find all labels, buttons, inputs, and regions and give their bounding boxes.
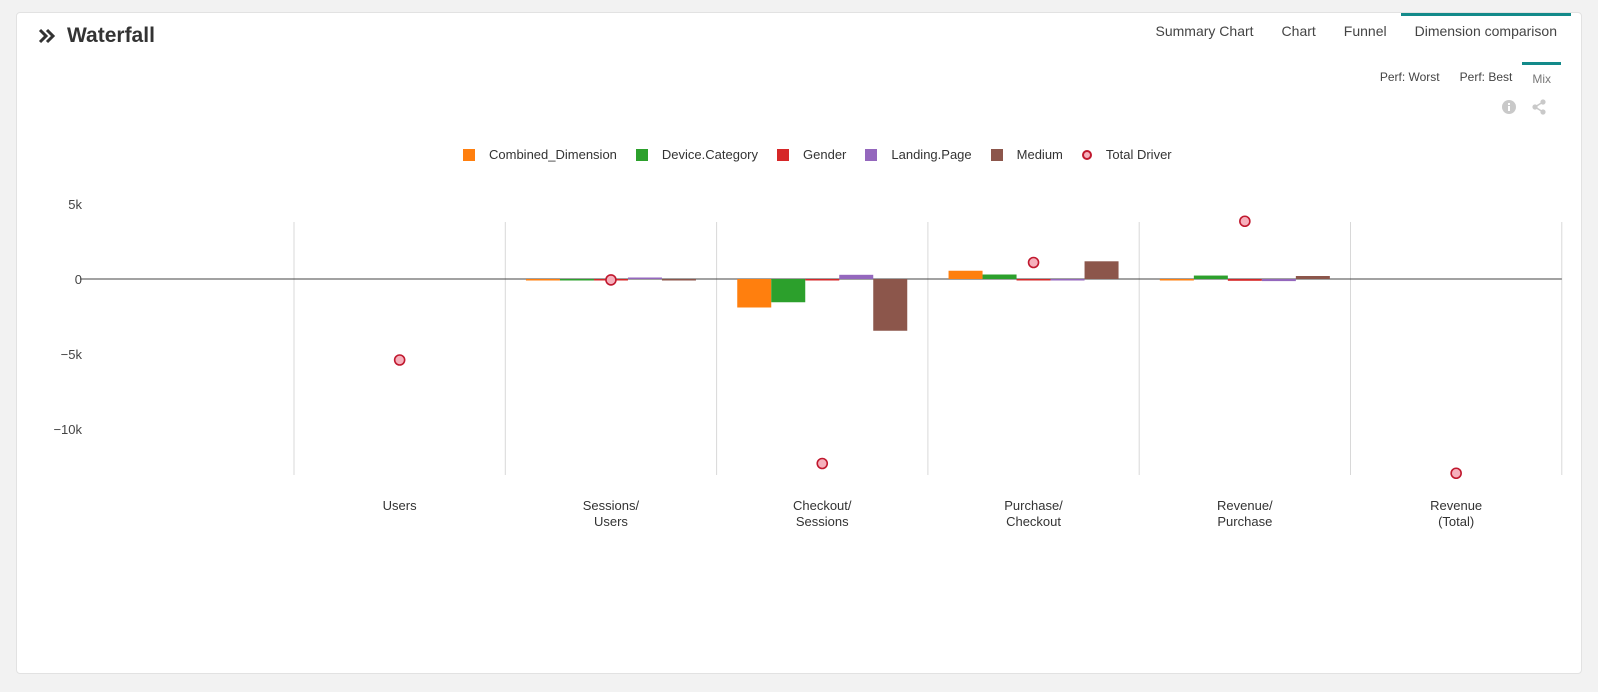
bar xyxy=(1193,275,1228,279)
bar xyxy=(1084,261,1119,279)
subtab-perf-best[interactable]: Perf: Best xyxy=(1459,70,1513,84)
y-tick-label: −10k xyxy=(53,422,82,437)
x-tick-label: Purchase/ xyxy=(1004,498,1063,513)
double-chevron-right-icon[interactable] xyxy=(37,26,57,46)
legend-label: Device.Category xyxy=(661,147,759,162)
legend-item-combined-dimension[interactable]: Combined_Dimension xyxy=(463,147,617,162)
bar xyxy=(1261,279,1296,282)
legend-label: Landing.Page xyxy=(891,147,972,162)
waterfall-card: Waterfall Summary Chart Chart Funnel Dim… xyxy=(16,12,1582,674)
bar xyxy=(1159,279,1194,281)
legend-item-medium[interactable]: Medium xyxy=(990,147,1063,162)
legend-item-device-category[interactable]: Device.Category xyxy=(635,147,759,162)
panel-title: Waterfall xyxy=(67,24,155,47)
x-tick-label: Sessions xyxy=(796,514,849,529)
legend-label: Combined_Dimension xyxy=(489,147,617,162)
tab-summary-chart[interactable]: Summary Chart xyxy=(1155,23,1254,39)
x-tick-label: Revenue/ xyxy=(1217,498,1273,513)
perf-subtabs: Perf: Worst Perf: Best Mix xyxy=(1370,62,1561,92)
x-tick-label: (Total) xyxy=(1438,514,1474,529)
bar xyxy=(1016,279,1051,281)
legend-item-gender[interactable]: Gender xyxy=(777,147,846,162)
total-driver-point xyxy=(1450,467,1462,480)
chart-tools xyxy=(1501,99,1547,115)
bar xyxy=(525,279,560,281)
legend-label: Total Driver xyxy=(1105,147,1172,162)
bar xyxy=(661,279,696,281)
tab-chart[interactable]: Chart xyxy=(1281,23,1316,39)
legend-marker xyxy=(1081,149,1092,160)
x-tick-label: Users xyxy=(594,514,628,529)
view-tabs: Summary Chart Chart Funnel Dimension com… xyxy=(1142,13,1571,63)
bar xyxy=(1227,279,1262,281)
bar xyxy=(559,279,594,281)
x-tick-label: Revenue xyxy=(1430,498,1482,513)
total-driver-point xyxy=(605,274,617,286)
subtab-mix[interactable]: Mix xyxy=(1522,62,1561,92)
legend-swatch xyxy=(990,148,1003,161)
legend-swatch xyxy=(463,148,475,161)
total-driver-point xyxy=(1027,256,1040,269)
tab-funnel[interactable]: Funnel xyxy=(1343,23,1387,39)
x-tick-label: Purchase xyxy=(1217,514,1272,529)
subtab-perf-worst[interactable]: Perf: Worst xyxy=(1379,70,1440,84)
bar xyxy=(771,279,806,303)
y-tick-label: 0 xyxy=(75,272,82,287)
x-tick-label: Sessions/ xyxy=(583,498,640,513)
legend-item-total-driver[interactable]: Total Driver xyxy=(1081,147,1172,162)
x-tick-label: Checkout xyxy=(1006,514,1061,529)
bar xyxy=(805,279,840,281)
x-tick-label: Checkout/ xyxy=(793,498,852,513)
share-icon[interactable] xyxy=(1531,99,1547,115)
legend-label: Medium xyxy=(1016,147,1063,162)
bar xyxy=(839,274,874,279)
y-tick-label: 5k xyxy=(68,197,82,212)
y-tick-label: −5k xyxy=(61,347,83,362)
total-driver-point xyxy=(1239,215,1251,228)
legend-swatch xyxy=(635,148,648,161)
x-tick-label: Users xyxy=(383,498,417,513)
legend-label: Gender xyxy=(803,147,847,162)
bar xyxy=(1295,276,1330,279)
legend-item-landing-page[interactable]: Landing.Page xyxy=(865,147,972,162)
tab-dimension-comparison[interactable]: Dimension comparison xyxy=(1400,13,1571,63)
bar xyxy=(982,274,1017,279)
bar xyxy=(873,279,908,331)
legend-swatch xyxy=(777,148,790,161)
bar xyxy=(948,270,983,279)
total-driver-point xyxy=(393,354,406,366)
chart-legend: Combined_Dimension Device.Category Gende… xyxy=(463,147,1191,162)
panel-header: Waterfall xyxy=(37,21,155,51)
bar xyxy=(737,279,772,308)
total-driver-point xyxy=(816,457,829,470)
bar xyxy=(627,277,662,279)
legend-swatch xyxy=(865,148,878,161)
bar xyxy=(1050,279,1085,281)
info-icon[interactable] xyxy=(1501,99,1517,115)
